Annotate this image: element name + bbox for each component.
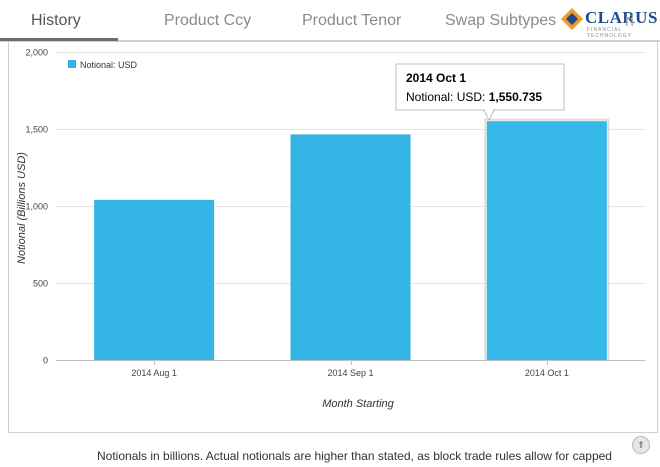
tooltip-label: Notional: USD: bbox=[406, 90, 485, 104]
tab-bar: History Product Ccy Product Tenor Swap S… bbox=[0, 0, 660, 42]
tooltip-title: 2014 Oct 1 bbox=[406, 71, 466, 85]
tab-partial-label[interactable]: ri bbox=[625, 13, 634, 30]
x-tick-label: 2014 Oct 1 bbox=[525, 368, 569, 378]
logo-subtitle: FINANCIAL TECHNOLOGY bbox=[587, 27, 633, 39]
tab-product-ccy[interactable]: Product Ccy bbox=[164, 12, 252, 29]
tab-product-tenor[interactable]: Product Tenor bbox=[302, 12, 402, 29]
legend-label: Notional: USD bbox=[80, 60, 138, 70]
tab-swap-subtypes[interactable]: Swap Subtypes bbox=[445, 12, 557, 29]
y-tick-label: 1,000 bbox=[25, 202, 48, 212]
bar[interactable] bbox=[486, 121, 607, 360]
logo-name: CLARUS bbox=[585, 8, 658, 27]
x-tick-label: 2014 Aug 1 bbox=[131, 368, 177, 378]
footer-note: Notionals in billions. Actual notionals … bbox=[97, 449, 612, 463]
legend-swatch bbox=[68, 60, 76, 68]
notional-bar-chart: 0 500 1,000 1,500 2,000 2014 Aug 1 2014 Sep 1… bbox=[16, 48, 645, 410]
chart-bars bbox=[94, 118, 610, 361]
clarus-logo: CLARUS FINANCIAL TECHNOLOGY bbox=[560, 6, 660, 39]
x-tick-label: 2014 Sep 1 bbox=[327, 368, 373, 378]
bar[interactable] bbox=[290, 134, 411, 360]
bar[interactable] bbox=[94, 199, 215, 360]
y-tick-label: 2,000 bbox=[25, 48, 48, 58]
y-axis-title: Notional (Billions USD) bbox=[16, 152, 28, 264]
scroll-up-icon[interactable]: ⇑ bbox=[632, 436, 650, 454]
svg-text:Notional: USD: 1,550.735: Notional: USD: 1,550.735 bbox=[406, 90, 542, 104]
chart-legend[interactable]: Notional: USD bbox=[68, 60, 138, 70]
chart-tooltip: 2014 Oct 1 Notional: USD: 1,550.735 bbox=[395, 63, 565, 122]
y-tick-label: 1,500 bbox=[25, 125, 48, 135]
y-tick-label: 500 bbox=[33, 279, 48, 289]
active-tab-indicator bbox=[0, 38, 118, 41]
clarus-diamond-icon bbox=[561, 8, 583, 30]
tooltip-value: 1,550.735 bbox=[489, 90, 543, 104]
x-axis-ticks: 2014 Aug 1 2014 Sep 1 2014 Oct 1 bbox=[131, 360, 569, 378]
y-axis-ticks: 0 500 1,000 1,500 2,000 bbox=[25, 48, 48, 366]
x-axis-title: Month Starting bbox=[322, 398, 394, 410]
tab-history[interactable]: History bbox=[31, 12, 81, 29]
y-tick-label: 0 bbox=[43, 356, 48, 366]
chart-panel bbox=[8, 42, 658, 433]
